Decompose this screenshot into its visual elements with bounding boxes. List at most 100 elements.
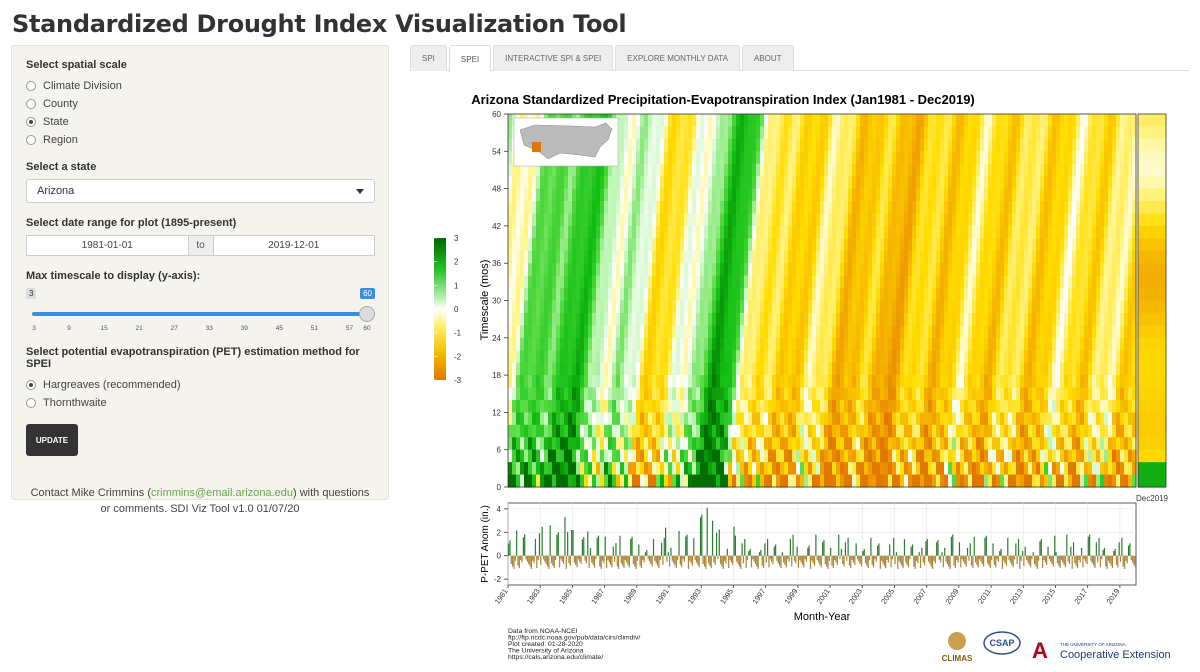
slider-track[interactable] <box>32 312 369 316</box>
heatmap-cell <box>536 201 541 214</box>
heatmap-cell <box>936 213 941 226</box>
heatmap-cell <box>764 375 769 388</box>
heatmap-cell <box>512 189 517 202</box>
heatmap-cell <box>632 325 637 338</box>
heatmap-cell <box>840 350 845 363</box>
radio-button[interactable] <box>26 117 36 127</box>
radio-button[interactable] <box>26 81 36 91</box>
date-start-input[interactable]: 1981-01-01 <box>26 235 189 256</box>
radio-region[interactable]: Region <box>26 131 374 149</box>
heatmap-cell <box>1036 114 1041 127</box>
heatmap-cell <box>776 126 781 139</box>
radio-button[interactable] <box>26 398 36 408</box>
heatmap-cell <box>1040 313 1045 326</box>
heatmap-cell <box>656 114 661 127</box>
state-select[interactable]: Arizona <box>26 179 375 203</box>
slider-handle[interactable] <box>359 306 375 322</box>
heatmap-cell <box>604 388 609 401</box>
bar <box>629 556 630 568</box>
heatmap-cell <box>1004 189 1009 202</box>
heatmap-cell <box>848 363 853 376</box>
tab-spei[interactable]: SPEI <box>449 45 491 72</box>
update-button[interactable]: UPDATE <box>26 424 78 456</box>
heatmap-cell <box>880 325 885 338</box>
heatmap-cell <box>800 151 805 164</box>
heatmap-cell <box>892 475 897 488</box>
heatmap-cell <box>700 251 705 264</box>
heatmap-cell <box>684 350 689 363</box>
heatmap-cell <box>736 425 741 438</box>
heatmap-cell <box>916 151 921 164</box>
radio-county[interactable]: County <box>26 95 374 113</box>
heatmap-cell <box>900 238 905 251</box>
heatmap-cell <box>568 238 573 251</box>
heatmap-cell <box>1028 164 1033 177</box>
heatmap-cell <box>972 276 977 289</box>
heatmap-cell <box>540 276 545 289</box>
date-end-input[interactable]: 2019-12-01 <box>213 235 376 256</box>
heatmap-cell <box>1000 325 1005 338</box>
heatmap-cell <box>896 263 901 276</box>
heatmap-cell <box>832 400 837 413</box>
radio-thornthwaite[interactable]: Thornthwaite <box>26 394 374 412</box>
heatmap-cell <box>1052 189 1057 202</box>
heatmap-cell <box>728 450 733 463</box>
heatmap-cell <box>788 114 793 127</box>
heatmap-cell <box>784 475 789 488</box>
heatmap-cell <box>1044 313 1049 326</box>
heatmap-cell <box>640 139 645 152</box>
heatmap-cell <box>732 139 737 152</box>
heatmap-cell <box>676 276 681 289</box>
radio-climate-division[interactable]: Climate Division <box>26 77 374 95</box>
heatmap-cell <box>1092 213 1097 226</box>
heatmap-cell <box>1012 126 1017 139</box>
radio-hargreaves[interactable]: Hargreaves (recommended) <box>26 376 374 394</box>
heatmap-cell <box>668 288 673 301</box>
heatmap-cell <box>1100 350 1105 363</box>
heatmap-cell <box>744 139 749 152</box>
radio-button[interactable] <box>26 380 36 390</box>
heatmap-cell <box>840 400 845 413</box>
heatmap-cell <box>532 313 537 326</box>
heatmap-cell <box>964 213 969 226</box>
radio-button[interactable] <box>26 99 36 109</box>
heatmap-cell <box>528 450 533 463</box>
heatmap-cell <box>1028 412 1033 425</box>
heatmap-cell <box>864 313 869 326</box>
heatmap-cell <box>812 338 817 351</box>
heatmap-cell <box>916 126 921 139</box>
heatmap-cell <box>988 139 993 152</box>
radio-state[interactable]: State <box>26 113 374 131</box>
tab-explore-monthly[interactable]: EXPLORE MONTHLY DATA <box>615 45 740 71</box>
heatmap-cell <box>524 450 529 463</box>
heatmap-cell <box>800 301 805 314</box>
heatmap-cell <box>888 475 893 488</box>
heatmap-cell <box>1000 263 1005 276</box>
heatmap-cell <box>968 139 973 152</box>
heatmap-cell <box>576 276 581 289</box>
radio-button[interactable] <box>26 135 36 145</box>
heatmap-cell <box>508 363 513 376</box>
contact-email-link[interactable]: crimmins@email.arizona.edu <box>151 487 293 499</box>
heatmap-cell <box>624 126 629 139</box>
heatmap-cell <box>688 263 693 276</box>
heatmap-cell <box>992 201 997 214</box>
heatmap-cell <box>1028 251 1033 264</box>
heatmap-cell <box>972 301 977 314</box>
tab-about[interactable]: ABOUT <box>742 45 794 71</box>
heatmap-cell <box>676 201 681 214</box>
heatmap-cell <box>1128 114 1133 127</box>
heatmap-cell <box>604 437 609 450</box>
tab-interactive[interactable]: INTERACTIVE SPI & SPEI <box>493 45 613 71</box>
tab-spi[interactable]: SPI <box>410 45 447 71</box>
heatmap-cell <box>724 400 729 413</box>
heatmap-cell <box>820 164 825 177</box>
heatmap-cell <box>972 213 977 226</box>
heatmap-cell <box>968 350 973 363</box>
heatmap-cell <box>1072 213 1077 226</box>
heatmap-cell <box>888 313 893 326</box>
heatmap-cell <box>836 251 841 264</box>
heatmap-cell <box>712 276 717 289</box>
heatmap-cell <box>800 388 805 401</box>
